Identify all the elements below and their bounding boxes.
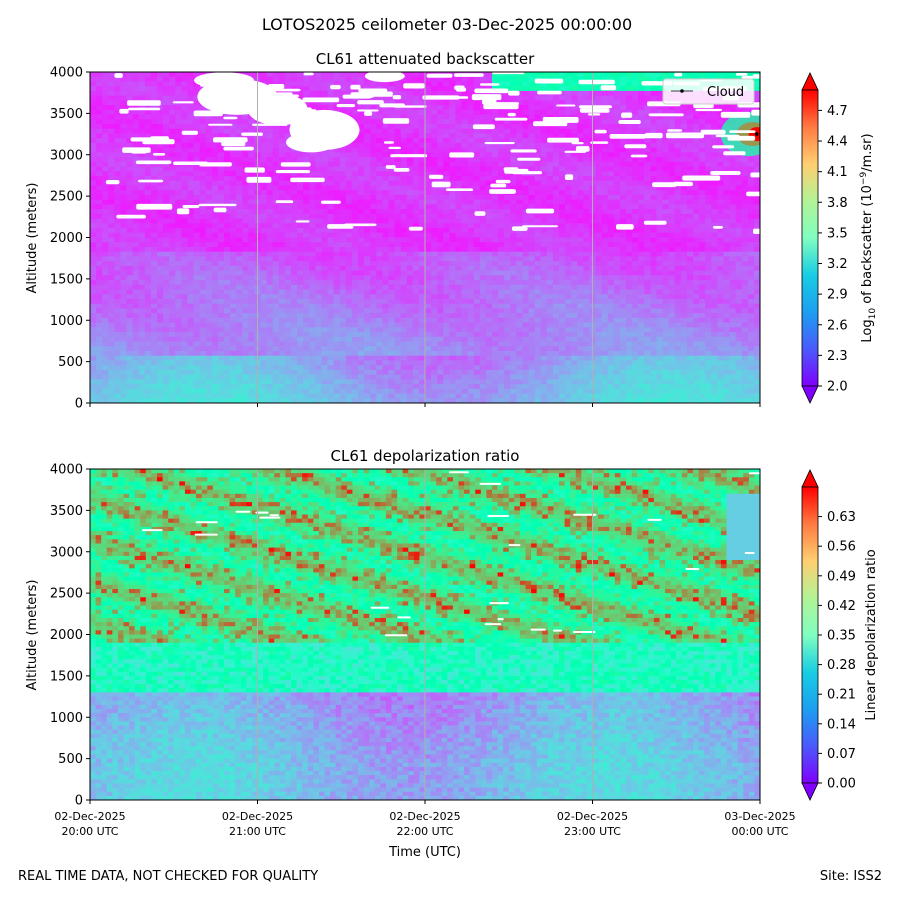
depolarization-y-axis: 0 500 1000 1500 2000 2500 3000 3500 4000 [50,463,90,809]
depolarization-title: CL61 depolarization ratio [331,447,520,465]
colorbar-tick-label: 2.9 [827,288,848,303]
panel-depolarization: CL61 depolarization ratio 0 500 1000 1500 20… [25,447,879,860]
x-tick-label-time: 00:00 UTC [731,825,788,838]
backscatter-colorbar-ticks: 2.0 2.3 2.6 2.9 3.2 3.5 3.8 4.1 4.4 4.7 [818,104,848,395]
cloud-legend-box [662,78,755,105]
depolarization-heatmap [90,469,760,800]
backscatter-colorbar-bar [801,89,819,387]
y-tick-label: 2000 [50,628,83,643]
x-tick-label-date: 02-Dec-2025 [557,810,628,823]
depolarization-xlabel: Time (UTC) [388,845,461,860]
y-tick-label: 1000 [50,314,83,329]
colorbar-tick-label: 0.21 [827,688,856,703]
y-tick-label: 2500 [50,190,83,205]
backscatter-y-axis: 0 500 1000 1500 2000 2500 3000 3500 4000 [50,66,90,412]
backscatter-title: CL61 attenuated backscatter [316,50,535,68]
depolarization-x-axis: 02-Dec-2025 20:00 UTC 02-Dec-2025 21:00 UTC… [54,800,796,838]
depolarization-gridlines [257,469,593,800]
backscatter-ylabel: Altitude (meters) [25,183,40,294]
depolarization-colorbar-extension [801,782,819,801]
x-tick-label-time: 20:00 UTC [61,825,118,838]
colorbar-tick-label: 0.63 [827,510,856,525]
cloud-legend-label: Cloud [707,85,744,100]
y-tick-label: 3500 [50,107,83,122]
colorbar-tick-label: 0.49 [827,569,856,584]
colorbar-tick-label: 3.5 [827,226,848,241]
depolarization-colorbar-ticks: 0.00 0.07 0.14 0.21 0.28 0.35 0.42 0.49 0.56 0.63 [818,510,856,792]
depolarization-colorbar-label: Linear depolarization ratio [864,549,879,720]
colorbar-tick-label: 0.42 [827,599,856,614]
colorbar-tick-label: 0.14 [827,717,856,732]
y-tick-label: 3500 [50,504,83,519]
depolarization-colorbar-extension [801,469,819,488]
depolarization-colorbar: 0.00 0.07 0.14 0.21 0.28 0.35 0.42 0.49 0.56 0.63… [801,469,879,801]
colorbar-tick-label: 4.1 [827,165,848,180]
y-tick-label: 500 [58,355,83,370]
x-tick-label-time: 21:00 UTC [229,825,286,838]
x-tick-label-date: 02-Dec-2025 [389,810,460,823]
colorbar-tick-label: 4.4 [827,135,848,150]
cloud-legend-marker [680,89,684,93]
colorbar-tick-label: 0.56 [827,540,856,555]
y-tick-label: 0 [75,794,83,809]
cloud-legend: Cloud [662,78,755,105]
y-tick-label: 3000 [50,148,83,163]
colorbar-tick-label: 0.07 [827,747,856,762]
colorbar-tick-label: 2.0 [827,380,848,395]
y-tick-label: 3000 [50,545,83,560]
colorbar-tick-label: 0.28 [827,658,856,673]
colorbar-tick-label: 3.2 [827,257,848,272]
colorbar-tick-label: 0.00 [827,777,856,792]
y-tick-label: 1000 [50,711,83,726]
backscatter-gridlines [257,72,593,403]
x-tick-label-time: 23:00 UTC [564,825,621,838]
backscatter-colorbar-label: Log10 of backscatter (10−9/m.sr) [859,133,878,342]
panel-backscatter: CL61 attenuated backscatter 0 500 1000 1500… [25,50,878,412]
y-tick-label: 2500 [50,587,83,602]
x-tick-label-date: 02-Dec-2025 [222,810,293,823]
colorbar-tick-label: 2.3 [827,349,848,364]
x-tick-label-date: 03-Dec-2025 [724,810,795,823]
y-tick-label: 1500 [50,272,83,287]
backscatter-heatmap [90,72,760,403]
quality-disclaimer: REAL TIME DATA, NOT CHECKED FOR QUALITY [18,869,319,884]
backscatter-colorbar: 2.0 2.3 2.6 2.9 3.2 3.5 3.8 4.1 4.4 4.7 Log10 of … [801,72,878,404]
colorbar-tick-label: 0.35 [827,629,856,644]
depolarization-colorbar-bar [801,486,819,784]
colorbar-tick-label: 2.6 [827,318,848,333]
colorbar-tick-label: 3.8 [827,196,848,211]
y-tick-label: 2000 [50,231,83,246]
backscatter-colorbar-extension [801,72,819,91]
figure-suptitle: LOTOS2025 ceilometer 03-Dec-2025 00:00:0… [262,15,632,34]
site-label: Site: ISS2 [819,869,882,884]
cloud-detection-point [754,132,759,136]
backscatter-x-ticks [89,403,761,407]
y-tick-label: 500 [58,752,83,767]
y-tick-label: 0 [75,397,83,412]
backscatter-colorbar-extension [801,385,819,404]
y-tick-label: 1500 [50,669,83,684]
depolarization-ylabel: Altitude (meters) [25,580,40,691]
colorbar-tick-label: 4.7 [827,104,848,119]
x-tick-label-date: 02-Dec-2025 [54,810,125,823]
y-tick-label: 4000 [50,66,83,81]
y-tick-label: 4000 [50,463,83,478]
x-tick-label-time: 22:00 UTC [396,825,453,838]
